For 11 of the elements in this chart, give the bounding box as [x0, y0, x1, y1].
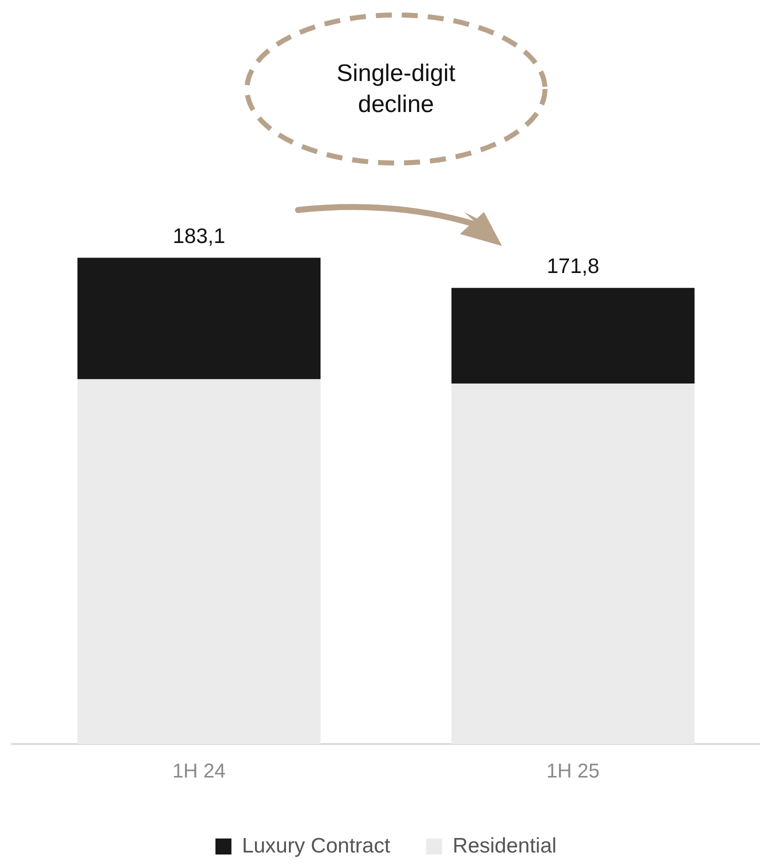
bar — [77, 379, 321, 744]
annotation: 183,1 — [172, 225, 226, 248]
legend-label: Residential — [452, 834, 557, 858]
x-tick-label: 1H 25 — [546, 760, 600, 783]
bar — [451, 288, 695, 384]
x-tick-label: 1H 24 — [172, 760, 226, 783]
bar — [77, 258, 321, 380]
legend-label: Luxury Contract — [242, 834, 390, 858]
text: Single-digit decline — [336, 59, 456, 120]
annotation: 171,8 — [546, 255, 600, 278]
bar — [451, 384, 695, 744]
